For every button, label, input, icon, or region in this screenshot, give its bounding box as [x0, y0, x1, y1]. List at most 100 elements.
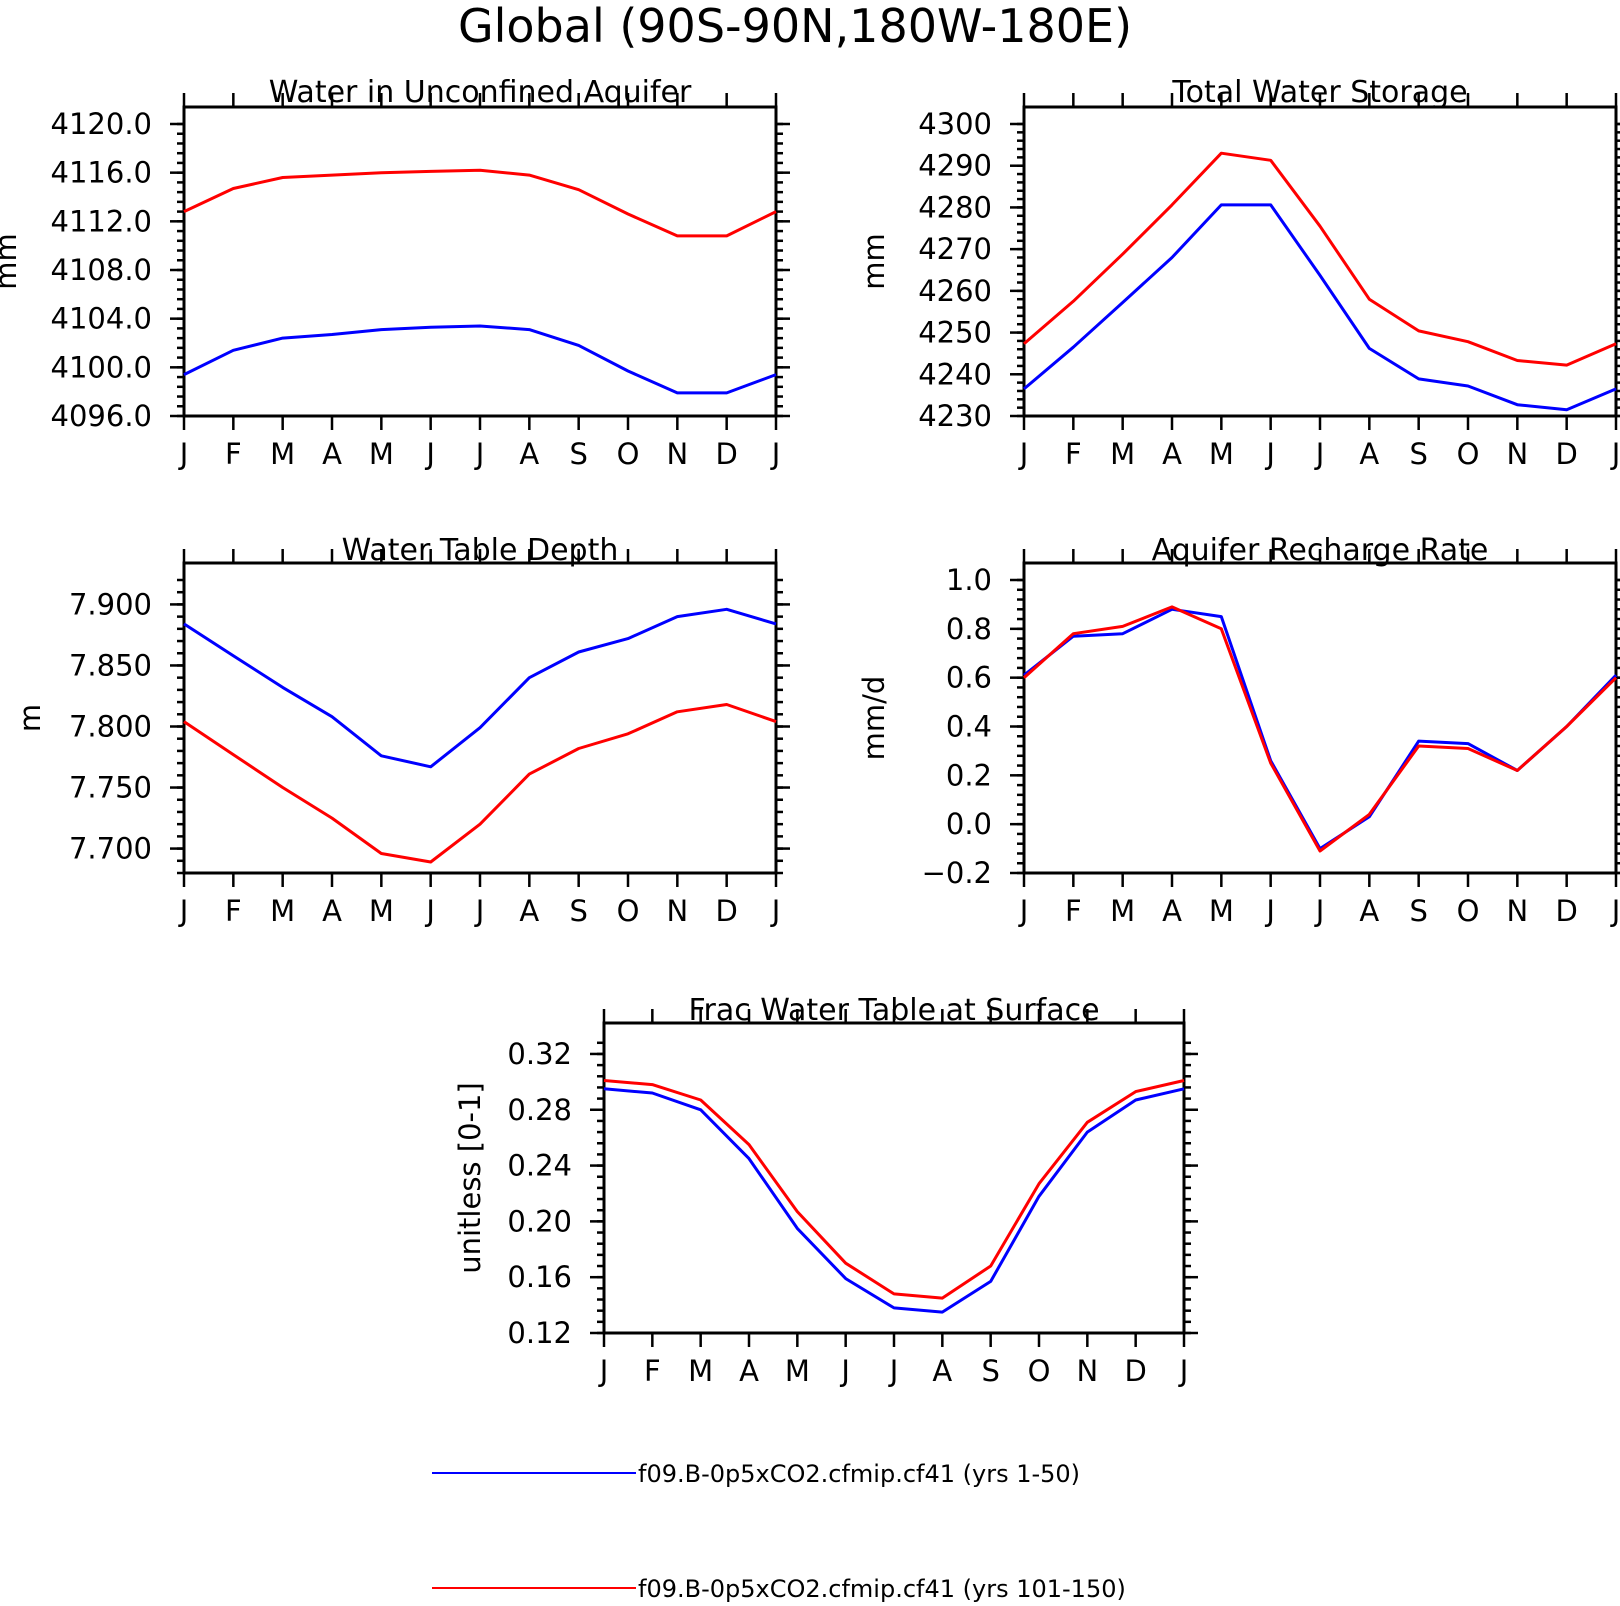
- series-line-blue: [183, 324, 777, 395]
- y-tick-label: 4096.0: [51, 399, 152, 433]
- series-line-red: [603, 1079, 1185, 1300]
- y-tick-label: 0.0: [946, 807, 992, 841]
- legend-label-red: f09.B-0p5xCO2.cfmip.cf41 (yrs 101-150): [638, 1575, 1126, 1603]
- x-tick-label: J: [474, 894, 485, 928]
- series-line-blue: [1023, 203, 1617, 412]
- y-tick-label: 7.850: [69, 648, 152, 682]
- x-tick-label: S: [1409, 894, 1427, 928]
- y-tick-label: 7.750: [69, 771, 152, 805]
- x-tick-label: A: [322, 437, 342, 471]
- x-tick-label: F: [225, 437, 242, 471]
- y-tick-label: 0.2: [946, 758, 992, 792]
- series-line-red: [183, 168, 777, 238]
- x-tick-label: M: [1110, 894, 1135, 928]
- x-tick-label: O: [617, 894, 640, 928]
- x-tick-label: F: [1065, 894, 1082, 928]
- y-tick-label: 4300: [918, 107, 992, 141]
- x-tick-label: J: [1018, 437, 1029, 471]
- x-tick-label: J: [424, 894, 435, 928]
- x-tick-label: O: [1028, 1354, 1051, 1388]
- x-tick-label: M: [1110, 437, 1135, 471]
- x-tick-label: O: [1457, 894, 1480, 928]
- x-tick-label: M: [270, 894, 295, 928]
- series-line-blue: [603, 1087, 1185, 1314]
- y-tick-label: 0.24: [507, 1149, 572, 1183]
- x-tick-label: J: [839, 1354, 850, 1388]
- plot-frame: [1022, 561, 1618, 875]
- y-tick-label: 4240: [918, 357, 992, 391]
- y-tick-label: 4250: [918, 316, 992, 350]
- y-tick-label: 0.8: [946, 612, 992, 646]
- x-tick-label: J: [888, 1354, 899, 1388]
- x-tick-label: J: [1178, 1354, 1189, 1388]
- x-tick-label: S: [981, 1354, 999, 1388]
- x-tick-label: J: [770, 437, 781, 471]
- x-tick-label: S: [569, 437, 587, 471]
- series-line-blue: [1023, 607, 1618, 851]
- x-tick-label: J: [1314, 894, 1325, 928]
- x-tick-label: N: [1076, 1354, 1098, 1388]
- y-tick-label: −0.2: [922, 856, 992, 890]
- x-tick-label: M: [369, 894, 394, 928]
- x-tick-label: F: [1065, 437, 1082, 471]
- series-line-red: [1023, 151, 1617, 367]
- y-tick-label: 4230: [918, 399, 992, 433]
- x-tick-label: D: [715, 894, 737, 928]
- x-tick-label: S: [1409, 437, 1427, 471]
- legend-label-blue: f09.B-0p5xCO2.cfmip.cf41 (yrs 1-50): [638, 1460, 1080, 1488]
- x-tick-label: J: [178, 437, 189, 471]
- x-tick-label: M: [688, 1354, 713, 1388]
- x-tick-label: J: [424, 437, 435, 471]
- series-line-red: [1023, 605, 1618, 853]
- x-tick-label: M: [1209, 894, 1234, 928]
- y-tick-label: 0.12: [507, 1316, 572, 1350]
- x-tick-label: A: [739, 1354, 759, 1388]
- x-tick-label: J: [178, 894, 189, 928]
- x-tick-label: D: [1124, 1354, 1146, 1388]
- figure-title: Global (90S-90N,180W-180E): [458, 0, 1132, 53]
- y-tick-label: 4270: [918, 232, 992, 266]
- x-tick-label: J: [1264, 894, 1275, 928]
- x-tick-label: M: [785, 1354, 810, 1388]
- x-tick-label: J: [1610, 894, 1620, 928]
- plot-frame: [182, 105, 778, 418]
- x-tick-label: S: [569, 894, 587, 928]
- x-tick-label: N: [666, 894, 688, 928]
- x-tick-label: N: [666, 437, 688, 471]
- y-tick-label: 0.16: [507, 1260, 572, 1294]
- y-tick-label: 7.900: [69, 587, 152, 621]
- y-axis-label: mm: [0, 233, 23, 290]
- y-axis-label: mm: [857, 233, 891, 290]
- y-tick-label: 4120.0: [51, 107, 152, 141]
- y-tick-label: 1.0: [946, 563, 992, 597]
- x-tick-label: N: [1506, 437, 1528, 471]
- x-tick-label: A: [322, 894, 342, 928]
- x-tick-label: J: [1018, 894, 1029, 928]
- x-tick-label: A: [519, 894, 539, 928]
- x-tick-label: J: [1314, 437, 1325, 471]
- x-tick-label: O: [1457, 437, 1480, 471]
- series-line-red: [183, 703, 777, 864]
- x-tick-label: A: [932, 1354, 952, 1388]
- y-tick-label: 4108.0: [51, 253, 152, 287]
- x-tick-label: D: [1555, 894, 1577, 928]
- series-line-blue: [183, 607, 777, 769]
- x-tick-label: M: [369, 437, 394, 471]
- legend: f09.B-0p5xCO2.cfmip.cf41 (yrs 1-50) f09.…: [432, 1460, 1126, 1603]
- y-tick-label: 0.32: [507, 1037, 572, 1071]
- y-tick-label: 7.700: [69, 832, 152, 866]
- y-tick-label: 7.800: [69, 710, 152, 744]
- y-tick-label: 4116.0: [51, 156, 152, 190]
- y-tick-label: 4290: [918, 149, 992, 183]
- plot-frame: [602, 1021, 1186, 1335]
- x-tick-label: M: [1209, 437, 1234, 471]
- x-tick-label: F: [225, 894, 242, 928]
- x-tick-label: D: [1555, 437, 1577, 471]
- y-tick-label: 4112.0: [51, 204, 152, 238]
- x-tick-label: A: [1359, 437, 1379, 471]
